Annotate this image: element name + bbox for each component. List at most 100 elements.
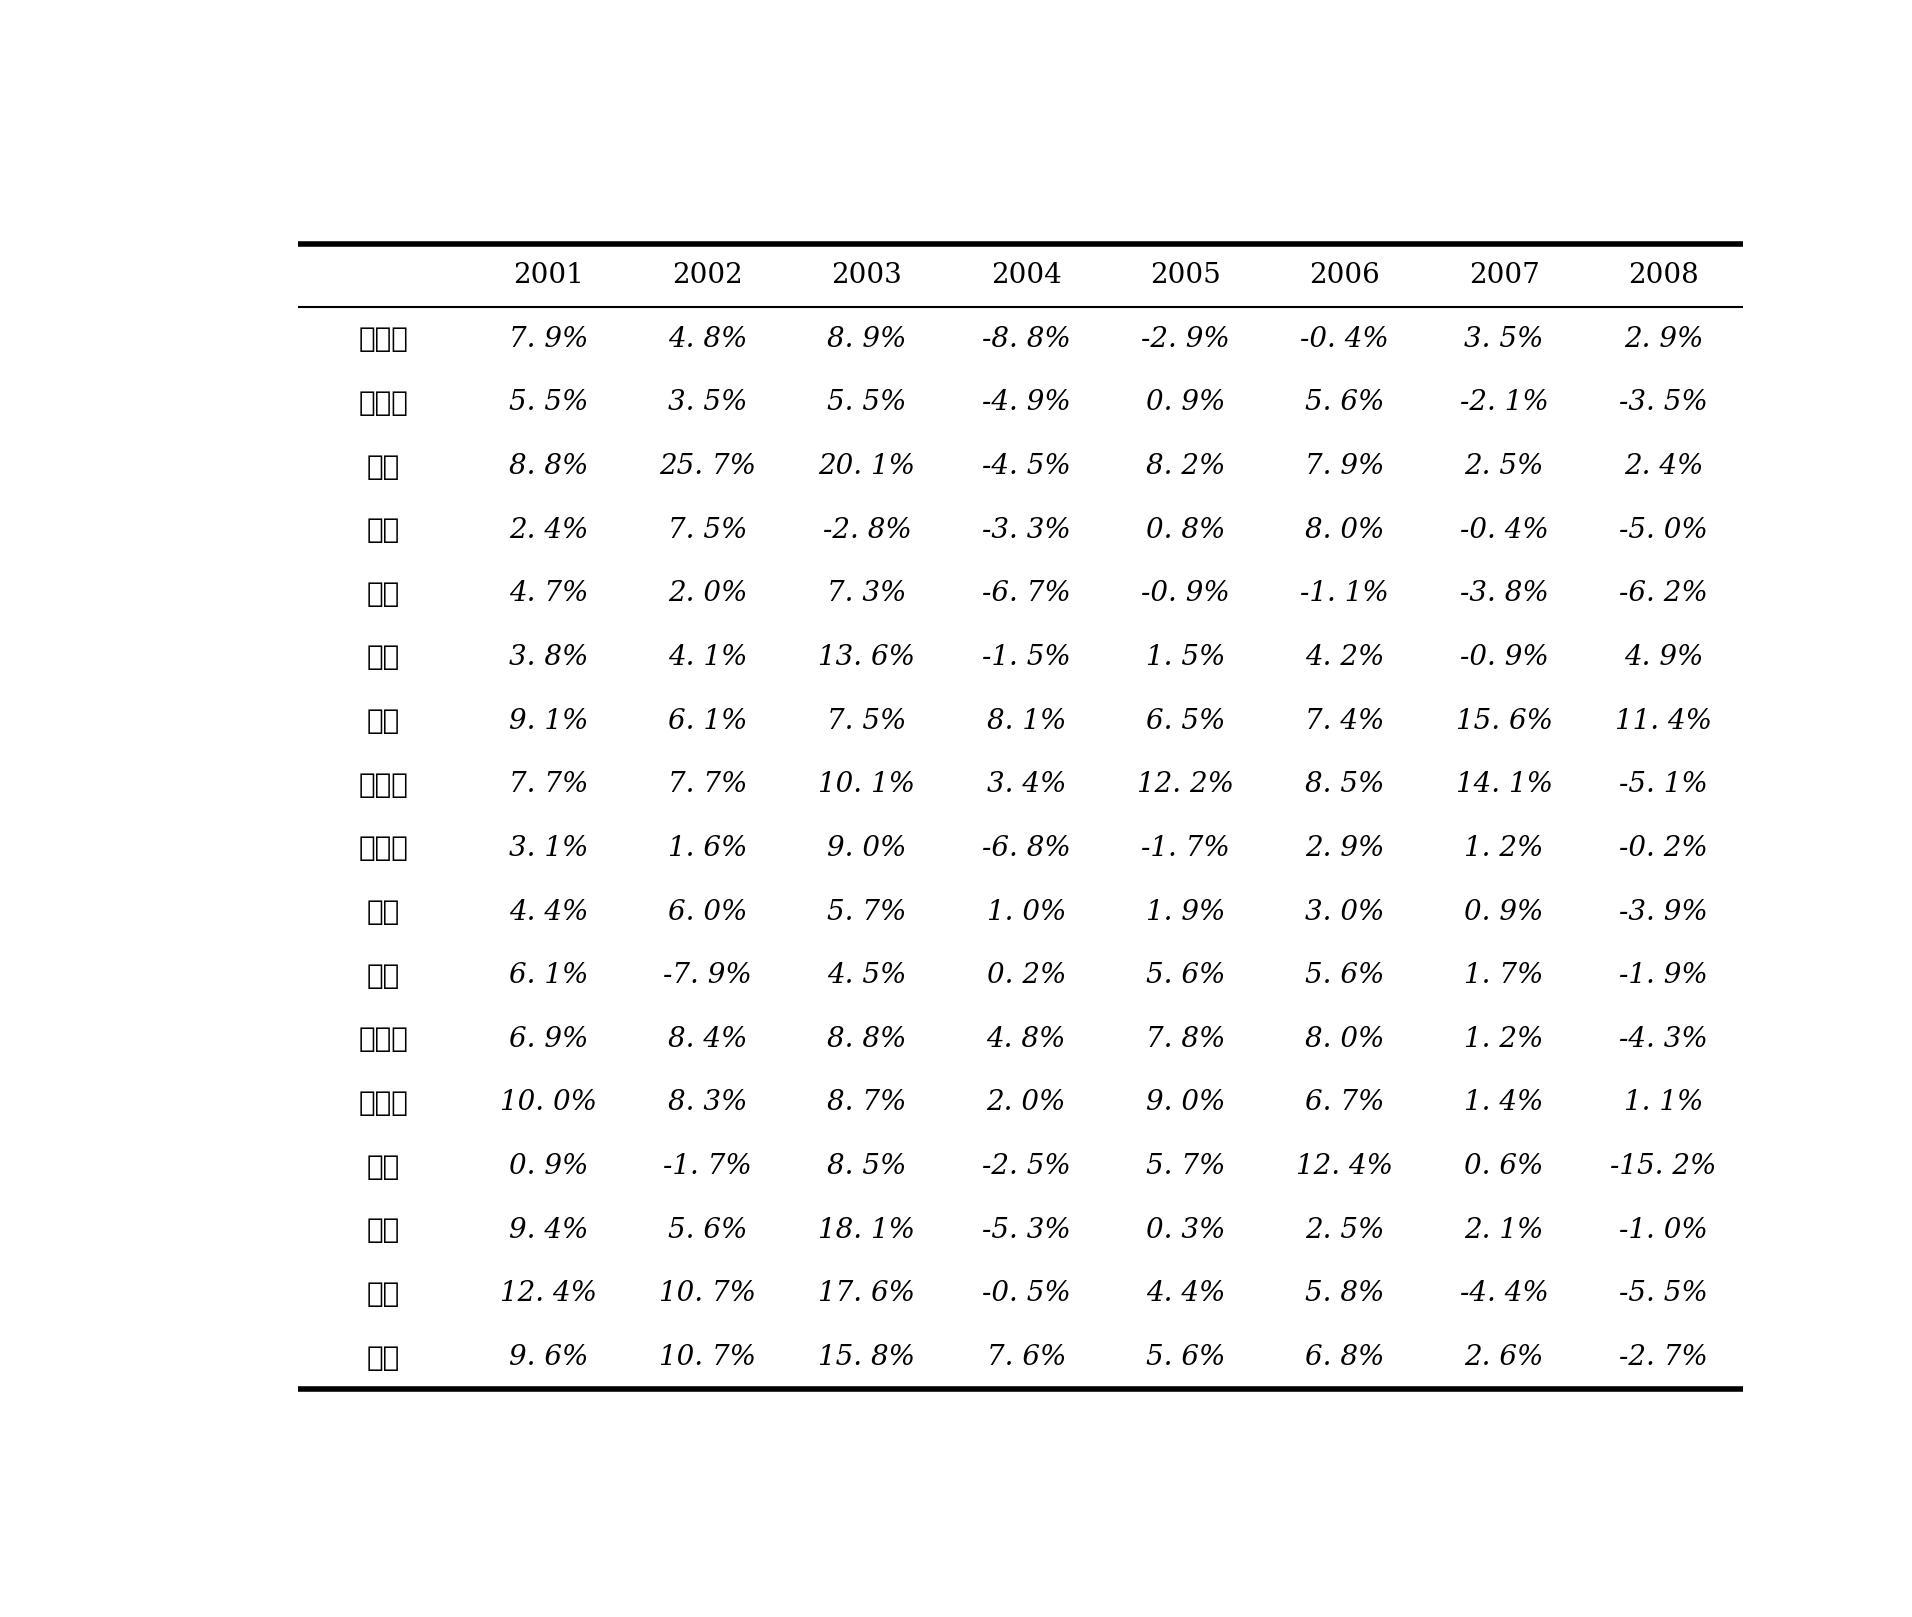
Text: 8. 2%: 8. 2% [1145, 453, 1226, 480]
Text: -1. 1%: -1. 1% [1300, 581, 1390, 608]
Text: 希腊: 希腊 [367, 707, 400, 736]
Text: -2. 5%: -2. 5% [983, 1153, 1071, 1180]
Text: 11. 4%: 11. 4% [1616, 708, 1711, 734]
Text: 2007: 2007 [1468, 262, 1539, 289]
Text: 3. 1%: 3. 1% [509, 834, 589, 862]
Text: 8. 5%: 8. 5% [828, 1153, 906, 1180]
Text: 4. 4%: 4. 4% [1145, 1281, 1226, 1308]
Text: 5. 5%: 5. 5% [828, 390, 906, 417]
Text: 9. 1%: 9. 1% [509, 708, 589, 734]
Text: 4. 8%: 4. 8% [667, 325, 748, 353]
Text: -7. 9%: -7. 9% [663, 962, 751, 990]
Text: 7. 8%: 7. 8% [1145, 1025, 1226, 1053]
Text: 12. 4%: 12. 4% [499, 1281, 597, 1308]
Text: 2005: 2005 [1151, 262, 1222, 289]
Text: 葡萄牙: 葡萄牙 [359, 1025, 409, 1053]
Text: 8. 5%: 8. 5% [1306, 771, 1384, 799]
Text: 6. 9%: 6. 9% [509, 1025, 589, 1053]
Text: 1. 6%: 1. 6% [667, 834, 748, 862]
Text: -4. 9%: -4. 9% [983, 390, 1071, 417]
Text: 7. 9%: 7. 9% [1306, 453, 1384, 480]
Text: -4. 5%: -4. 5% [983, 453, 1071, 480]
Text: 8. 8%: 8. 8% [828, 1025, 906, 1053]
Text: -3. 8%: -3. 8% [1459, 581, 1549, 608]
Text: 2008: 2008 [1627, 262, 1698, 289]
Text: 5. 6%: 5. 6% [1145, 962, 1226, 990]
Text: 7. 9%: 7. 9% [509, 325, 589, 353]
Text: -2. 8%: -2. 8% [822, 517, 912, 543]
Text: 5. 6%: 5. 6% [1306, 962, 1384, 990]
Text: -4. 3%: -4. 3% [1619, 1025, 1707, 1053]
Text: 9. 6%: 9. 6% [509, 1344, 589, 1371]
Text: 4. 4%: 4. 4% [509, 899, 589, 925]
Text: -8. 8%: -8. 8% [983, 325, 1071, 353]
Text: 5. 6%: 5. 6% [1306, 390, 1384, 417]
Text: 8. 8%: 8. 8% [509, 453, 589, 480]
Text: 6. 0%: 6. 0% [667, 899, 748, 925]
Text: -3. 9%: -3. 9% [1619, 899, 1707, 925]
Text: 10. 0%: 10. 0% [499, 1090, 597, 1116]
Text: -2. 1%: -2. 1% [1459, 390, 1549, 417]
Text: 14. 1%: 14. 1% [1455, 771, 1553, 799]
Text: 0. 3%: 0. 3% [1145, 1216, 1226, 1243]
Text: 2. 5%: 2. 5% [1465, 453, 1543, 480]
Text: 挪威: 挪威 [367, 962, 400, 990]
Text: 0. 9%: 0. 9% [1145, 390, 1226, 417]
Text: 3. 8%: 3. 8% [509, 644, 589, 671]
Text: 8. 7%: 8. 7% [828, 1090, 906, 1116]
Text: -0. 4%: -0. 4% [1300, 325, 1390, 353]
Text: 2. 9%: 2. 9% [1306, 834, 1384, 862]
Text: 0. 6%: 0. 6% [1465, 1153, 1543, 1180]
Text: 1. 2%: 1. 2% [1465, 834, 1543, 862]
Text: 4. 7%: 4. 7% [509, 581, 589, 608]
Text: 10. 7%: 10. 7% [660, 1344, 755, 1371]
Text: 2. 1%: 2. 1% [1465, 1216, 1543, 1243]
Text: 3. 4%: 3. 4% [987, 771, 1065, 799]
Text: 德国: 德国 [367, 644, 400, 671]
Text: 2. 9%: 2. 9% [1623, 325, 1704, 353]
Text: 8. 4%: 8. 4% [667, 1025, 748, 1053]
Text: 25. 7%: 25. 7% [660, 453, 755, 480]
Text: 10. 7%: 10. 7% [660, 1281, 755, 1308]
Text: 1. 9%: 1. 9% [1145, 899, 1226, 925]
Text: 1. 2%: 1. 2% [1465, 1025, 1543, 1053]
Text: 17. 6%: 17. 6% [818, 1281, 916, 1308]
Text: 2. 0%: 2. 0% [667, 581, 748, 608]
Text: 2002: 2002 [673, 262, 744, 289]
Text: 8. 9%: 8. 9% [828, 325, 906, 353]
Text: 意大利: 意大利 [359, 834, 409, 862]
Text: -5. 1%: -5. 1% [1619, 771, 1707, 799]
Text: 4. 1%: 4. 1% [667, 644, 748, 671]
Text: -3. 5%: -3. 5% [1619, 390, 1707, 417]
Text: -0. 9%: -0. 9% [1459, 644, 1549, 671]
Text: 7. 4%: 7. 4% [1306, 708, 1384, 734]
Text: -0. 2%: -0. 2% [1619, 834, 1707, 862]
Text: 5. 6%: 5. 6% [667, 1216, 748, 1243]
Text: 1. 5%: 1. 5% [1145, 644, 1226, 671]
Text: -2. 7%: -2. 7% [1619, 1344, 1707, 1371]
Text: -5. 3%: -5. 3% [983, 1216, 1071, 1243]
Text: 18. 1%: 18. 1% [818, 1216, 916, 1243]
Text: -6. 7%: -6. 7% [983, 581, 1071, 608]
Text: -5. 0%: -5. 0% [1619, 517, 1707, 543]
Text: -0. 5%: -0. 5% [983, 1281, 1071, 1308]
Text: 4. 8%: 4. 8% [987, 1025, 1065, 1053]
Text: 13. 6%: 13. 6% [818, 644, 916, 671]
Text: 7. 5%: 7. 5% [667, 517, 748, 543]
Text: 5. 8%: 5. 8% [1306, 1281, 1384, 1308]
Text: 4. 9%: 4. 9% [1623, 644, 1704, 671]
Text: 8. 0%: 8. 0% [1306, 517, 1384, 543]
Text: 1. 4%: 1. 4% [1465, 1090, 1543, 1116]
Text: 2001: 2001 [512, 262, 583, 289]
Text: 0. 9%: 0. 9% [1465, 899, 1543, 925]
Text: 丹麦: 丹麦 [367, 453, 400, 480]
Text: 0. 8%: 0. 8% [1145, 517, 1226, 543]
Text: 7. 6%: 7. 6% [987, 1344, 1065, 1371]
Text: 3. 5%: 3. 5% [1465, 325, 1543, 353]
Text: 比利时: 比利时 [359, 390, 409, 417]
Text: 7. 7%: 7. 7% [509, 771, 589, 799]
Text: 5. 7%: 5. 7% [1145, 1153, 1226, 1180]
Text: 3. 0%: 3. 0% [1306, 899, 1384, 925]
Text: 0. 2%: 0. 2% [987, 962, 1065, 990]
Text: 9. 0%: 9. 0% [1145, 1090, 1226, 1116]
